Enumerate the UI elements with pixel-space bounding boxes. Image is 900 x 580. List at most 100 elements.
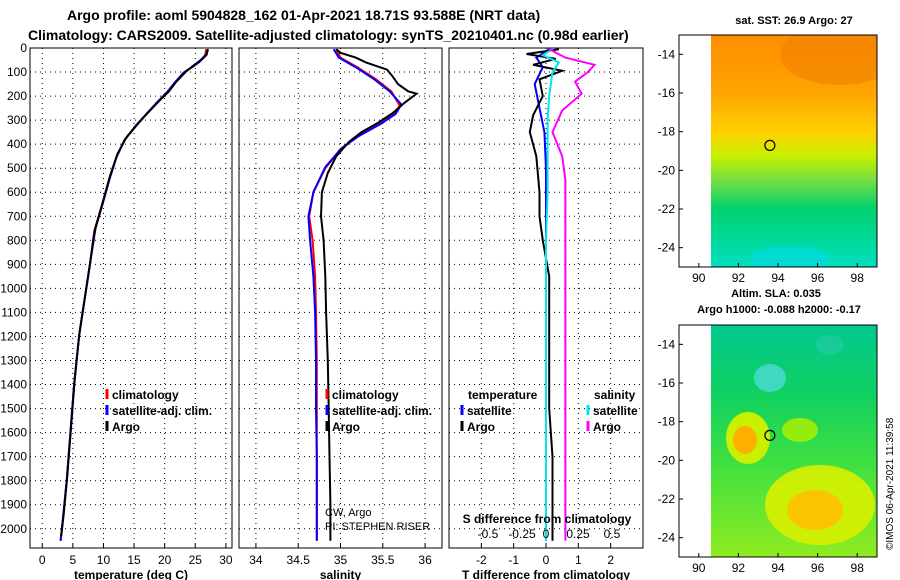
- credit-text: ©IMOS 06-Apr-2021 11:39:58: [885, 417, 896, 550]
- x-tick-label: -2: [476, 553, 487, 567]
- y-tick-label: 700: [7, 209, 27, 223]
- x-axis-label: temperature (deg C): [74, 568, 188, 580]
- argo-location-marker: [764, 429, 776, 441]
- map-y-tick-label: -20: [658, 163, 676, 177]
- figure-title-line1: Argo profile: aoml 5904828_162 01-Apr-20…: [67, 7, 540, 23]
- x-tick-label: 35: [334, 553, 348, 567]
- sla-cyan-patch-2: [816, 335, 844, 355]
- legend-label: satellite-adj. clim.: [332, 404, 432, 418]
- map-y-tick-label: -24: [658, 531, 676, 545]
- legend-label: Argo: [332, 420, 360, 434]
- annotation-text: PI: STEPHEN RISER: [325, 521, 430, 533]
- figure-title-line2: Climatology: CARS2009. Satellite-adjuste…: [28, 27, 629, 43]
- x-tick-label: 36: [418, 553, 432, 567]
- y-tick-label: 0: [20, 41, 27, 55]
- legend-label: Argo: [112, 420, 140, 434]
- legend-label: Argo: [467, 420, 495, 434]
- x-tick-label-secondary: 0.25: [566, 527, 590, 541]
- y-tick-label: 600: [7, 185, 27, 199]
- map-x-tick-label: 96: [811, 561, 825, 575]
- map-y-tick-label: -24: [658, 241, 676, 255]
- map-y-tick-label: -16: [658, 376, 676, 390]
- sla-map-panel: Altim. SLA: 0.035 Argo h1000: -0.088 h20…: [658, 288, 878, 575]
- series-line: [548, 48, 597, 541]
- x-tick-label: 30: [219, 553, 233, 567]
- map-x-tick-label: 94: [771, 271, 785, 285]
- x-tick-label: 0: [39, 553, 46, 567]
- x-tick-label: 2: [607, 553, 614, 567]
- y-tick-label: 1300: [0, 354, 27, 368]
- x-tick-label: 10: [97, 553, 111, 567]
- map-x-tick-label: 92: [732, 271, 746, 285]
- series-line: [540, 48, 561, 541]
- map-y-tick-label: -18: [658, 125, 676, 139]
- x-tick-label: 1: [575, 553, 582, 567]
- difference-panel: -2 -1 0 1 2T difference from climatology temp…: [448, 47, 644, 580]
- y-tick-label: 1900: [0, 498, 27, 512]
- salinity-panel: 34 34.5 35 35.5 36 salinity climatology satelli…: [238, 47, 443, 580]
- y-tick-label: 800: [7, 233, 27, 247]
- x-tick-label: 5: [70, 553, 77, 567]
- map-x-tick-label: 96: [811, 271, 825, 285]
- argo-location-marker: [764, 139, 776, 151]
- map-y-tick-label: -14: [658, 337, 676, 351]
- x-axis-label: T difference from climatology: [462, 568, 630, 580]
- y-tick-label: 1000: [0, 281, 27, 295]
- map-x-tick-label: 98: [851, 561, 865, 575]
- plot-frame: [29, 47, 233, 549]
- legend-heading-temperature: temperature: [468, 388, 538, 402]
- sst-map-panel: sat. SST: 26.9 Argo: 27 90 92 94 96 98 -14 -16…: [658, 15, 878, 285]
- legend-label: Argo: [593, 420, 621, 434]
- sla-cyan-patch: [754, 364, 786, 392]
- x-tick-label: 20: [158, 553, 172, 567]
- x-tick-label: 0: [543, 553, 550, 567]
- map-x-tick-label: 94: [771, 561, 785, 575]
- y-tick-label: 500: [7, 161, 27, 175]
- sst-cool-patch: [750, 246, 830, 267]
- y-tick-label: 900: [7, 257, 27, 271]
- series-line: [526, 48, 566, 541]
- legend-label: satellite-adj. clim.: [112, 404, 212, 418]
- series-line: [319, 48, 419, 541]
- series-line: [59, 48, 210, 541]
- y-tick-label: 100: [7, 65, 27, 79]
- x-tick-label-secondary: 0.5: [604, 527, 621, 541]
- map-y-tick-label: -18: [658, 415, 676, 429]
- sst-warm-patch: [780, 35, 877, 85]
- x-tick-label: 15: [127, 553, 141, 567]
- legend-label: climatology: [332, 388, 399, 402]
- map-y-tick-label: -20: [658, 453, 676, 467]
- series-line: [308, 48, 401, 541]
- sla-orange-patch: [733, 426, 757, 454]
- x-tick-label: 35.5: [371, 553, 395, 567]
- x-tick-label-secondary: -0.25: [508, 527, 536, 541]
- series-line: [307, 48, 403, 541]
- map-x-tick-label: 98: [851, 271, 865, 285]
- map-y-tick-label: -22: [658, 492, 676, 506]
- temperature-panel: 0 5 10 15 20 25 30 temperature (deg C) 0 100 200 30…: [0, 41, 233, 580]
- legend-label: climatology: [112, 388, 179, 402]
- x-tick-label-secondary: 0: [543, 527, 550, 541]
- x-tick-label: 34: [249, 553, 263, 567]
- y-tick-label: 1800: [0, 474, 27, 488]
- x-axis-label: salinity: [320, 568, 362, 580]
- y-tick-label: 1100: [1, 305, 27, 319]
- sst-map-title: sat. SST: 26.9 Argo: 27: [735, 15, 853, 27]
- x-tick-label: 25: [189, 553, 203, 567]
- sla-map-subtitle: Argo h1000: -0.088 h2000: -0.17: [697, 304, 861, 316]
- map-y-tick-label: -14: [658, 47, 676, 61]
- series-line: [60, 49, 209, 537]
- y-tick-label: 400: [7, 137, 27, 151]
- x-tick-label: -1: [508, 553, 519, 567]
- map-y-tick-label: -16: [658, 86, 676, 100]
- y-tick-label: 1200: [0, 329, 27, 343]
- y-tick-label: 2000: [0, 522, 27, 536]
- x-tick-label-secondary: -0.5: [478, 527, 499, 541]
- map-x-tick-label: 90: [692, 561, 706, 575]
- legend-label: satellite: [467, 404, 512, 418]
- y-tick-label: 1500: [0, 402, 27, 416]
- y-tick-label: 300: [7, 113, 27, 127]
- y-tick-label: 1400: [0, 378, 27, 392]
- sla-yellow-patch-3: [782, 418, 818, 442]
